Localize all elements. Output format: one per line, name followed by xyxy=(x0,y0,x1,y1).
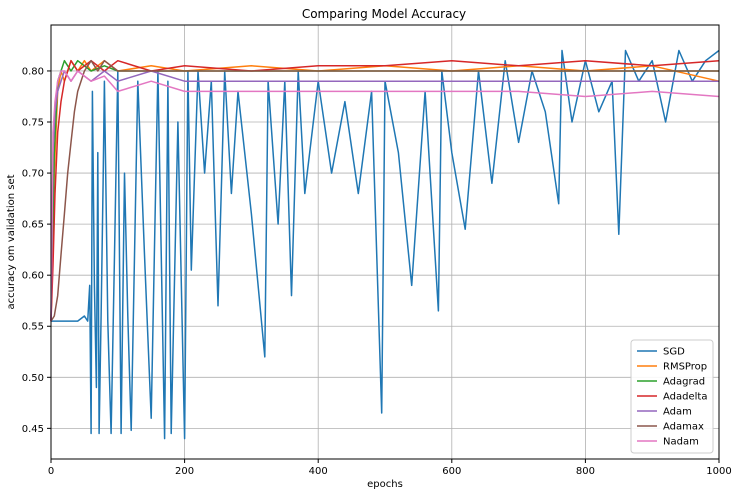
y-tick-label: 0.75 xyxy=(22,118,44,129)
series-line-adamax xyxy=(50,59,719,322)
legend-label-adam: Adam xyxy=(663,407,692,418)
legend-label-adagrad: Adagrad xyxy=(663,377,705,388)
x-tick-label: 0 xyxy=(48,466,54,477)
y-axis-label: accuracy om validation set xyxy=(6,174,17,309)
x-tick-label: 400 xyxy=(309,466,328,477)
legend-label-adamax: Adamax xyxy=(663,422,704,433)
y-tick-label: 0.45 xyxy=(22,424,44,435)
series-line-nadam xyxy=(50,70,720,322)
x-axis-label: epochs xyxy=(367,479,403,490)
series-line-sgd xyxy=(51,49,720,440)
legend-label-rmsprop: RMSProp xyxy=(663,362,707,373)
x-tick-label: 200 xyxy=(175,466,194,477)
legend-label-adadelta: Adadelta xyxy=(663,392,707,403)
series-line-adam xyxy=(50,70,719,322)
series-lines xyxy=(50,49,720,440)
x-tick-label: 800 xyxy=(576,466,595,477)
y-tick-label: 0.70 xyxy=(22,169,44,180)
axis-ticks: 0 200 400 600 800 1000 0.45 0.50 0.55 0.60 0.65 0.7… xyxy=(22,66,732,477)
legend-label-sgd: SGD xyxy=(663,347,685,358)
legend-box xyxy=(630,339,714,454)
legend-label-nadam: Nadam xyxy=(663,437,699,448)
y-tick-label: 0.80 xyxy=(22,66,44,77)
plot-area-frame xyxy=(50,24,720,460)
y-tick-label: 0.50 xyxy=(22,373,44,384)
legend: SGD RMSProp Adagrad Adadelta Adam Adamax Nadam xyxy=(630,339,714,454)
x-tick-label: 600 xyxy=(442,466,461,477)
chart-title: Comparing Model Accuracy xyxy=(302,7,466,21)
y-tick-label: 0.55 xyxy=(22,322,44,333)
x-tick-label: 1000 xyxy=(706,466,731,477)
y-tick-label: 0.60 xyxy=(22,271,44,282)
y-tick-label: 0.65 xyxy=(22,220,44,231)
